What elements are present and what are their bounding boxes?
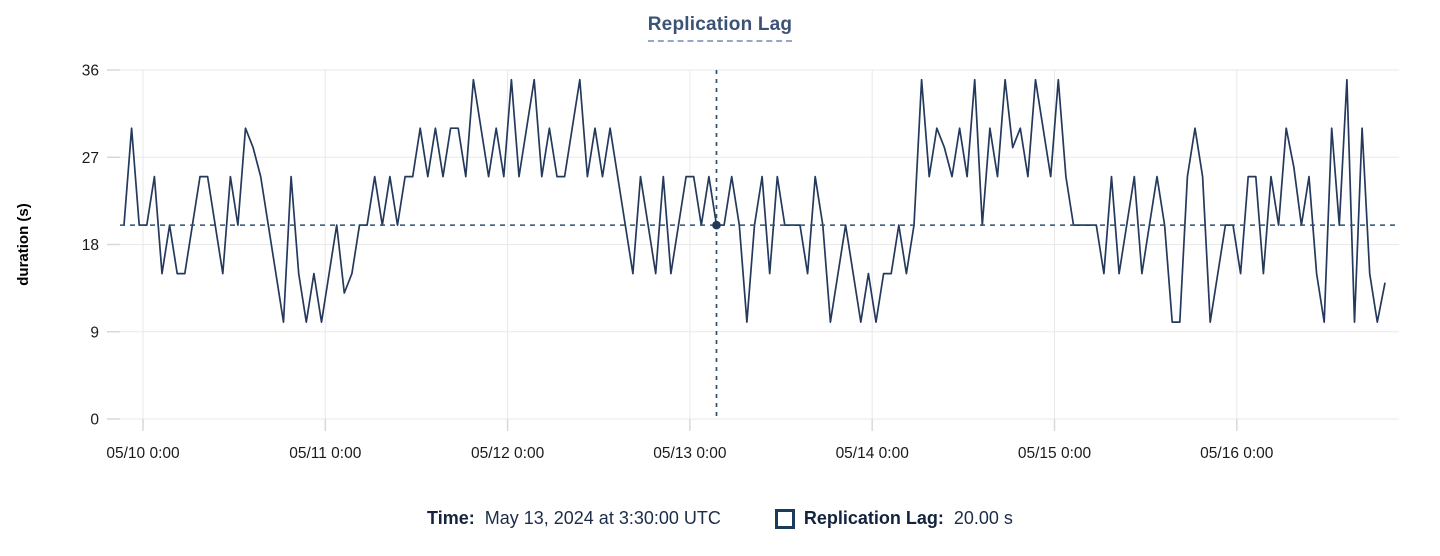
x-tick-label: 05/12 0:00 — [471, 445, 545, 462]
x-tick-label: 05/16 0:00 — [1200, 445, 1274, 462]
x-tick-label: 05/13 0:00 — [653, 445, 727, 462]
x-tick-label: 05/14 0:00 — [836, 445, 910, 462]
selected-point-marker[interactable] — [712, 220, 721, 230]
series-value: 20.00 s — [953, 508, 1013, 528]
x-tick-label: 05/15 0:00 — [1018, 445, 1092, 462]
y-tick-label: 27 — [82, 150, 99, 167]
series-swatch-icon — [774, 508, 795, 529]
y-tick-label: 9 — [90, 324, 99, 341]
y-tick-label: 18 — [82, 237, 99, 254]
series-label: Replication Lag: — [803, 508, 944, 528]
time-value: May 13, 2024 at 3:30:00 UTC — [484, 508, 721, 528]
replication-lag-line-chart[interactable]: 0 9 18 27 36 05/10 0:00 05/11 0:00 05/12 0:00 05… — [0, 0, 1440, 478]
x-tick-label: 05/10 0:00 — [106, 445, 180, 462]
replication-lag-series-line[interactable] — [123, 78, 1386, 323]
y-axis-title: duration (s) — [15, 203, 32, 286]
x-tick-label: 05/11 0:00 — [289, 445, 361, 462]
y-tick-label: 36 — [82, 63, 99, 80]
time-label: Time: — [427, 508, 475, 528]
tooltip-bar: Time: May 13, 2024 at 3:30:00 UTC Replic… — [0, 508, 1440, 529]
legend-item-replication-lag[interactable]: Replication Lag: 20.00 s — [774, 508, 1013, 529]
y-tick-label: 0 — [90, 412, 99, 429]
chart-title[interactable]: Replication Lag — [647, 14, 793, 42]
